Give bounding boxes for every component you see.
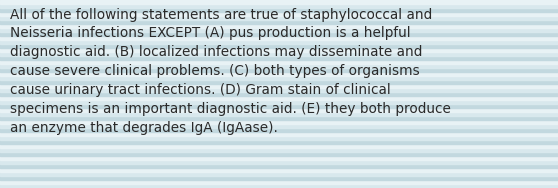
Bar [0, 12, 558, 16]
Bar [0, 84, 558, 88]
Bar [0, 108, 558, 112]
Bar [0, 16, 558, 20]
Bar [0, 156, 558, 160]
Bar [0, 132, 558, 136]
Bar [0, 168, 558, 172]
Bar [0, 44, 558, 48]
Bar [0, 176, 558, 180]
Bar [0, 56, 558, 60]
Bar [0, 72, 558, 76]
Bar [0, 24, 558, 28]
Bar [0, 32, 558, 36]
Bar [0, 88, 558, 92]
Bar [0, 0, 558, 4]
Bar [0, 112, 558, 116]
Bar [0, 8, 558, 12]
Bar [0, 100, 558, 104]
Bar [0, 20, 558, 24]
Bar [0, 104, 558, 108]
Bar [0, 172, 558, 176]
Bar [0, 140, 558, 144]
Bar [0, 120, 558, 124]
Bar [0, 116, 558, 120]
Bar [0, 184, 558, 188]
Bar [0, 92, 558, 96]
Bar [0, 124, 558, 128]
Bar [0, 60, 558, 64]
Bar [0, 28, 558, 32]
Bar [0, 48, 558, 52]
Bar [0, 80, 558, 84]
Bar [0, 144, 558, 148]
Bar [0, 148, 558, 152]
Bar [0, 136, 558, 140]
Bar [0, 180, 558, 184]
Bar [0, 64, 558, 68]
Bar [0, 52, 558, 56]
Bar [0, 76, 558, 80]
Text: All of the following statements are true of staphylococcal and
Neisseria infecti: All of the following statements are true… [10, 8, 451, 135]
Bar [0, 152, 558, 156]
Bar [0, 96, 558, 100]
Bar [0, 128, 558, 132]
Bar [0, 160, 558, 164]
Bar [0, 4, 558, 8]
Bar [0, 36, 558, 40]
Bar [0, 164, 558, 168]
Bar [0, 68, 558, 72]
Bar [0, 40, 558, 44]
